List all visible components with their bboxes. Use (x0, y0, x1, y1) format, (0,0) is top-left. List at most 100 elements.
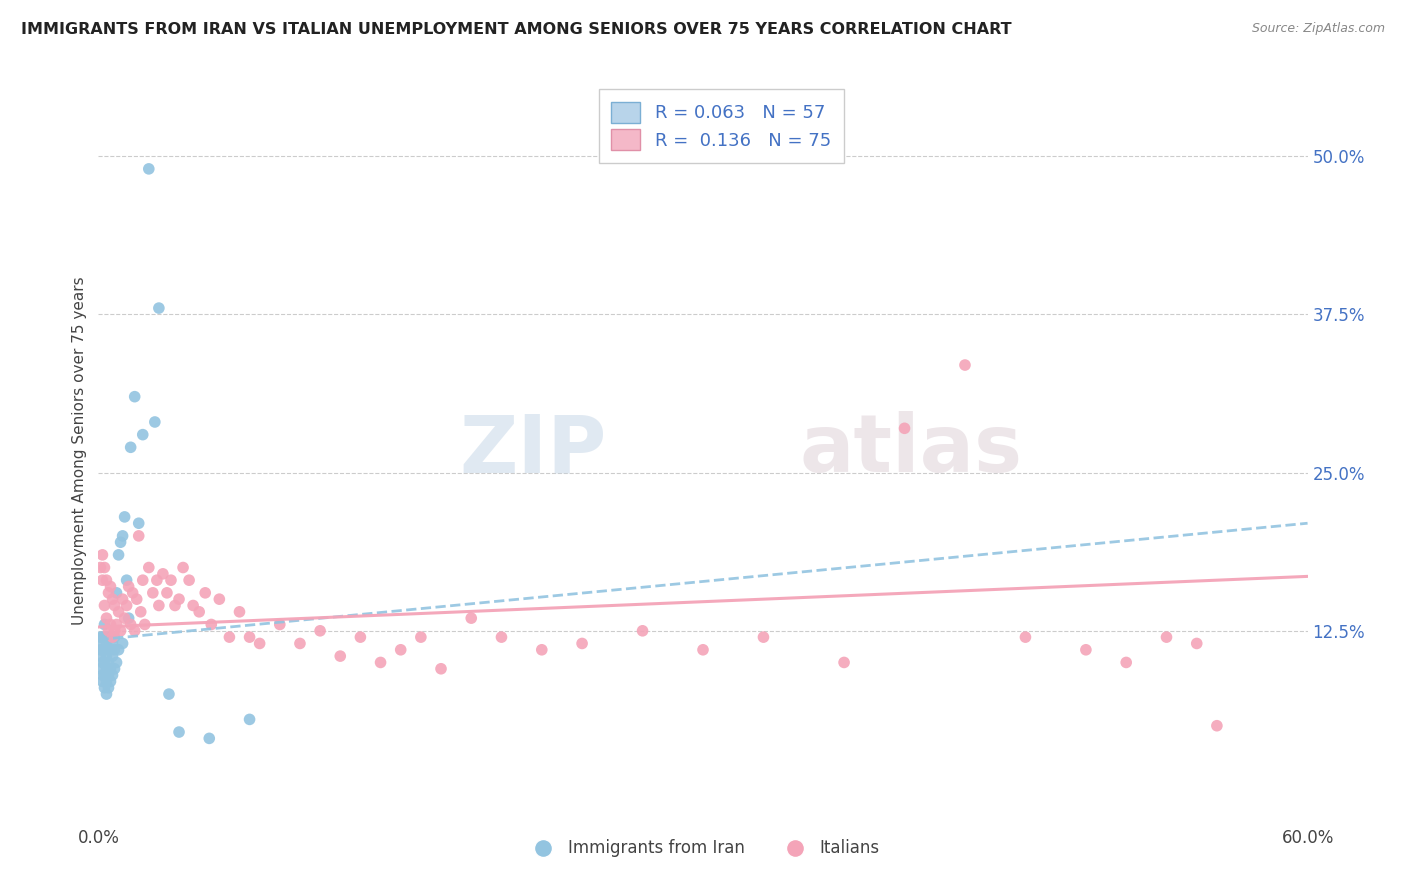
Point (128, 516, 150, 531)
Point (1156, 630, 1178, 644)
Point (96, 649, 118, 664)
Point (200, 617, 222, 632)
Point (138, 560, 160, 574)
Point (111, 636, 134, 650)
Point (101, 592, 124, 607)
Point (157, 687, 180, 701)
Point (143, 415, 166, 429)
Point (97, 668, 120, 682)
Point (101, 668, 124, 682)
Point (194, 586, 217, 600)
Point (124, 390, 146, 404)
Point (97, 586, 120, 600)
Point (288, 636, 311, 650)
Point (107, 642, 129, 657)
Point (370, 656, 392, 670)
Point (100, 674, 122, 689)
Point (120, 440, 142, 454)
Point (96, 611, 118, 625)
Point (631, 624, 654, 638)
Point (179, 573, 201, 587)
Point (167, 725, 190, 739)
Point (91, 548, 114, 562)
Point (103, 630, 125, 644)
Point (128, 529, 150, 543)
Point (97, 630, 120, 644)
Point (1185, 636, 1208, 650)
Point (409, 630, 432, 644)
Point (100, 580, 122, 594)
Point (100, 630, 122, 644)
Point (172, 560, 194, 574)
Point (160, 573, 183, 587)
Point (89, 560, 111, 574)
Point (491, 630, 513, 644)
Point (146, 573, 169, 587)
Point (93, 656, 115, 670)
Point (163, 599, 186, 613)
Point (1206, 719, 1229, 733)
Point (105, 656, 128, 670)
Point (91, 636, 114, 650)
Point (89, 649, 111, 664)
Point (142, 586, 165, 600)
Point (107, 548, 129, 562)
Point (571, 636, 593, 650)
Legend: Immigrants from Iran, Italians: Immigrants from Iran, Italians (519, 833, 887, 864)
Text: ZIP: ZIP (458, 411, 606, 490)
Point (188, 605, 211, 619)
Point (91, 573, 114, 587)
Point (93, 668, 115, 682)
Point (530, 642, 553, 657)
Point (309, 624, 332, 638)
Point (93, 599, 115, 613)
Point (93, 642, 115, 657)
Point (89, 642, 111, 657)
Point (120, 617, 142, 632)
Point (97, 642, 120, 657)
Point (118, 580, 141, 594)
Point (239, 712, 262, 726)
Point (152, 566, 174, 581)
Point (93, 560, 115, 574)
Point (953, 358, 976, 372)
Point (752, 630, 775, 644)
Point (349, 630, 371, 644)
Point (107, 605, 129, 619)
Point (167, 592, 190, 607)
Y-axis label: Unemployment Among Seniors over 75 years: Unemployment Among Seniors over 75 years (72, 277, 87, 624)
Point (101, 630, 124, 644)
Point (103, 642, 125, 657)
Point (1115, 656, 1137, 670)
Point (89, 662, 111, 676)
Point (91, 674, 114, 689)
Point (893, 421, 915, 435)
Point (1074, 642, 1097, 657)
Point (115, 599, 138, 613)
Point (91, 656, 114, 670)
Point (110, 624, 132, 638)
Point (249, 636, 271, 650)
Point (118, 611, 141, 625)
Point (124, 624, 146, 638)
Point (329, 649, 352, 664)
Point (125, 592, 148, 607)
Point (460, 611, 482, 625)
Point (91, 642, 114, 657)
Point (101, 649, 124, 664)
Point (103, 624, 125, 638)
Point (156, 586, 179, 600)
Point (89, 630, 111, 644)
Point (134, 617, 156, 632)
Point (100, 662, 122, 676)
Point (111, 592, 134, 607)
Point (96, 573, 118, 587)
Point (269, 617, 291, 632)
Point (121, 586, 143, 600)
Point (129, 605, 152, 619)
Point (105, 617, 128, 632)
Point (115, 573, 138, 587)
Point (97, 656, 120, 670)
Point (1014, 630, 1036, 644)
Point (110, 535, 132, 549)
